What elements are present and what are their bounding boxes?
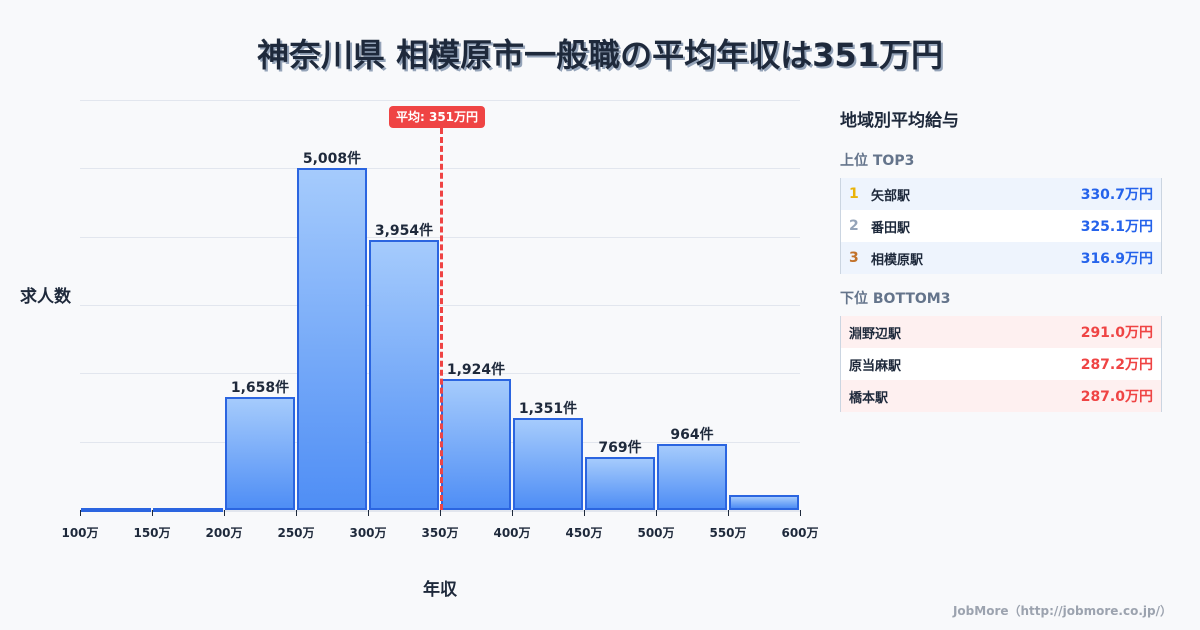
bar-value-label: 1,658件 — [230, 379, 290, 396]
bar-value-label: 1,924件 — [446, 361, 506, 378]
histogram-bar — [585, 457, 655, 510]
x-tick — [440, 510, 441, 516]
histogram-bar — [729, 494, 799, 510]
station-name: 原当麻駅 — [849, 358, 902, 374]
x-tick-label: 350万 — [421, 526, 459, 540]
salary-value: 287.2万円 — [1080, 357, 1153, 373]
bottom-row: 原当麻駅 287.2万円 — [841, 348, 1161, 380]
top-row: 2 番田駅 325.1万円 — [841, 210, 1161, 242]
bottom-section-label: 下位 BOTTOM3 — [840, 291, 951, 307]
x-tick — [584, 510, 585, 516]
histogram-bar — [81, 508, 151, 512]
mean-badge: 平均: 351万円 — [389, 106, 486, 128]
station-name: 橋本駅 — [849, 390, 889, 406]
x-tick — [800, 510, 801, 516]
mean-line — [440, 128, 443, 510]
bottom-row: 淵野辺駅 291.0万円 — [841, 316, 1161, 348]
x-tick-label: 500万 — [637, 526, 675, 540]
top-row: 1 矢部駅 330.7万円 — [841, 178, 1161, 210]
top-ranking-table: 1 矢部駅 330.7万円 2 番田駅 325.1万円 3 相模原駅 316.9… — [840, 178, 1162, 274]
x-tick-label: 100万 — [61, 526, 99, 540]
histogram-bar — [513, 417, 583, 510]
bottom-ranking-table: 淵野辺駅 291.0万円 原当麻駅 287.2万円 橋本駅 287.0万円 — [840, 316, 1162, 412]
x-tick — [80, 510, 81, 516]
histogram-bar — [369, 239, 439, 510]
bar-value-label: 5,008件 — [302, 150, 362, 167]
salary-value: 287.0万円 — [1080, 389, 1153, 405]
x-tick-label: 550万 — [709, 526, 747, 540]
gridline — [80, 100, 800, 101]
x-tick-label: 400万 — [493, 526, 531, 540]
histogram-chart: 1,658件 5,008件 3,954件 1,924件 1,351件 769件 964件 1… — [20, 100, 819, 600]
histogram-bar — [441, 378, 511, 510]
x-tick — [224, 510, 225, 516]
histogram-bar — [657, 444, 727, 510]
bar-value-label: 3,954件 — [374, 222, 434, 239]
panel-title: 地域別平均給与 — [840, 111, 959, 131]
salary-value: 325.1万円 — [1080, 219, 1153, 235]
x-tick — [296, 510, 297, 516]
histogram-bar — [153, 508, 223, 512]
x-tick-label: 300万 — [349, 526, 387, 540]
rank-number: 3 — [849, 250, 859, 266]
x-tick — [368, 510, 369, 516]
footer-credit: JobMore（http://jobmore.co.jp/） — [952, 604, 1172, 618]
x-axis-label: 年収 — [423, 580, 457, 600]
station-name: 相模原駅 — [871, 252, 924, 268]
top-row: 3 相模原駅 316.9万円 — [841, 242, 1161, 274]
station-name: 番田駅 — [871, 220, 911, 236]
x-tick — [656, 510, 657, 516]
salary-value: 330.7万円 — [1080, 187, 1153, 203]
x-tick — [728, 510, 729, 516]
rank-number: 2 — [849, 218, 859, 234]
bar-value-label: 964件 — [670, 427, 714, 444]
x-tick-label: 150万 — [133, 526, 171, 540]
x-tick-label: 200万 — [205, 526, 243, 540]
salary-value: 291.0万円 — [1080, 325, 1153, 341]
histogram-bar — [225, 396, 295, 510]
x-tick — [152, 510, 153, 516]
x-tick-label: 600万 — [781, 526, 819, 540]
x-tick — [512, 510, 513, 516]
regional-salary-panel: 地域別平均給与 上位 TOP3 1 矢部駅 330.7万円 2 番田駅 325.… — [840, 100, 1162, 412]
top-section-label: 上位 TOP3 — [840, 153, 915, 169]
bar-value-label: 1,351件 — [518, 400, 578, 417]
rank-number: 1 — [849, 186, 859, 202]
histogram-bar — [297, 167, 367, 510]
page-title: 神奈川県 相模原市一般職の平均年収は351万円 — [257, 36, 943, 74]
station-name: 淵野辺駅 — [849, 326, 902, 342]
x-tick-label: 250万 — [277, 526, 315, 540]
x-tick-label: 450万 — [565, 526, 603, 540]
salary-value: 316.9万円 — [1080, 251, 1153, 267]
y-axis-label: 求人数 — [20, 287, 71, 307]
bottom-row: 橋本駅 287.0万円 — [841, 380, 1161, 412]
bar-value-label: 769件 — [598, 440, 642, 457]
station-name: 矢部駅 — [871, 188, 911, 204]
